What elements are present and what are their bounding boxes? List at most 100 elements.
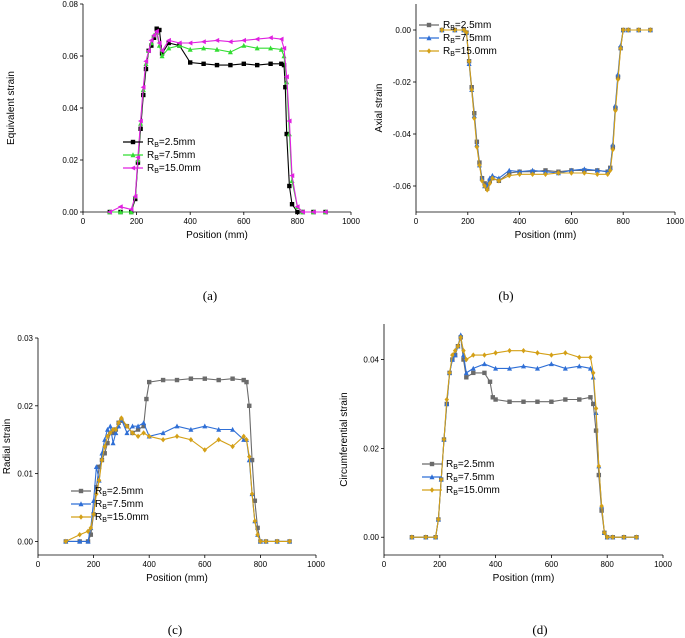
x-tick-label: 0 bbox=[382, 560, 387, 569]
data-point bbox=[214, 46, 220, 52]
data-point bbox=[636, 27, 641, 33]
data-point bbox=[143, 58, 149, 64]
data-point bbox=[77, 531, 82, 538]
legend-label-base: R bbox=[446, 485, 453, 496]
data-point bbox=[214, 37, 220, 43]
data-point bbox=[487, 379, 493, 384]
data-point bbox=[174, 423, 180, 429]
data-point bbox=[477, 162, 482, 168]
x-tick-label: 0 bbox=[81, 217, 86, 226]
x-tick-label: 0 bbox=[414, 217, 419, 226]
data-point bbox=[159, 53, 165, 59]
data-point bbox=[423, 534, 429, 540]
legend-label-subscript: B bbox=[450, 38, 455, 45]
data-point bbox=[133, 196, 138, 202]
legend-label-subscript: B bbox=[453, 490, 458, 497]
data-point bbox=[201, 45, 207, 51]
data-point bbox=[254, 45, 260, 51]
data-point bbox=[496, 175, 502, 181]
data-point bbox=[438, 476, 444, 483]
chart-panel-d: 0 200 400 600 800 1000 0.00 0.02 0.04 Position (m… bbox=[339, 324, 672, 637]
data-point bbox=[247, 453, 252, 460]
data-point bbox=[124, 430, 130, 436]
data-point bbox=[113, 430, 119, 436]
x-tick-label: 600 bbox=[198, 560, 212, 569]
data-point bbox=[144, 396, 149, 402]
data-point bbox=[605, 534, 610, 540]
chart-panel-b: 0 200 400 600 800 1000 0.00 -0.02 -0.04 -0.06 Posi… bbox=[374, 4, 684, 303]
data-point bbox=[506, 167, 512, 173]
data-point bbox=[149, 43, 154, 48]
data-point bbox=[289, 202, 295, 207]
y-tick-label: 0.03 bbox=[17, 334, 33, 343]
data-point bbox=[591, 370, 596, 376]
x-tick-label: 200 bbox=[87, 560, 101, 569]
y-tick-label: 0.04 bbox=[363, 356, 379, 365]
data-point bbox=[216, 426, 222, 432]
legend-label-base: R bbox=[147, 150, 154, 161]
data-point bbox=[588, 395, 593, 400]
data-point bbox=[613, 107, 618, 114]
data-point bbox=[517, 171, 522, 177]
data-point bbox=[274, 538, 280, 545]
data-point bbox=[156, 40, 162, 46]
panel-caption: (b) bbox=[498, 288, 513, 303]
data-point bbox=[634, 534, 639, 540]
x-tick-label: 600 bbox=[545, 560, 559, 569]
series-15.0mm bbox=[409, 334, 639, 540]
data-point bbox=[77, 538, 83, 544]
y-tick-label: -0.02 bbox=[393, 78, 412, 87]
data-point bbox=[466, 58, 472, 64]
data-point bbox=[517, 169, 523, 174]
data-point bbox=[188, 60, 193, 65]
data-point bbox=[310, 209, 316, 215]
data-point bbox=[159, 48, 165, 54]
data-point bbox=[268, 45, 274, 51]
panel-caption: (c) bbox=[168, 622, 182, 637]
x-tick-label: 1000 bbox=[307, 560, 325, 569]
data-point bbox=[154, 28, 159, 34]
data-point bbox=[294, 204, 300, 210]
legend-label-rest: =7.5mm bbox=[107, 499, 143, 510]
data-point bbox=[141, 423, 146, 429]
x-tick-label: 200 bbox=[433, 560, 447, 569]
data-point bbox=[151, 32, 157, 38]
data-point bbox=[458, 334, 463, 341]
x-tick-label: 400 bbox=[513, 217, 527, 226]
data-point bbox=[200, 39, 206, 45]
data-point bbox=[452, 347, 458, 354]
legend-label: RB=2.5mm bbox=[443, 20, 491, 32]
legend-label-rest: =7.5mm bbox=[159, 150, 195, 161]
data-point bbox=[543, 171, 548, 177]
data-point bbox=[608, 167, 613, 174]
data-point bbox=[96, 464, 102, 470]
data-point bbox=[147, 433, 152, 440]
data-point bbox=[507, 172, 512, 179]
data-point bbox=[187, 40, 193, 46]
data-point bbox=[482, 183, 487, 189]
series-line bbox=[65, 416, 290, 542]
data-point bbox=[444, 396, 449, 403]
legend-label-rest: =15.0mm bbox=[159, 163, 201, 174]
data-point bbox=[535, 399, 540, 404]
data-point bbox=[160, 377, 166, 383]
data-point bbox=[255, 531, 260, 538]
data-point bbox=[201, 61, 206, 66]
data-point bbox=[63, 538, 68, 545]
legend-marker bbox=[78, 514, 84, 520]
legend-label-subscript: B bbox=[154, 142, 159, 149]
data-point bbox=[455, 343, 461, 349]
data-point bbox=[610, 146, 616, 153]
data-point bbox=[124, 423, 130, 429]
data-point bbox=[214, 62, 220, 68]
x-tick-label: 1000 bbox=[654, 560, 672, 569]
data-point bbox=[107, 423, 113, 429]
legend-label: RB=2.5mm bbox=[147, 137, 195, 149]
data-point bbox=[137, 118, 143, 124]
data-point bbox=[110, 430, 116, 436]
legend-label-rest: =15.0mm bbox=[455, 46, 497, 57]
data-point bbox=[287, 538, 292, 545]
legend-label: RB=15.0mm bbox=[446, 485, 500, 497]
y-tick-label: 0.00 bbox=[395, 26, 411, 35]
